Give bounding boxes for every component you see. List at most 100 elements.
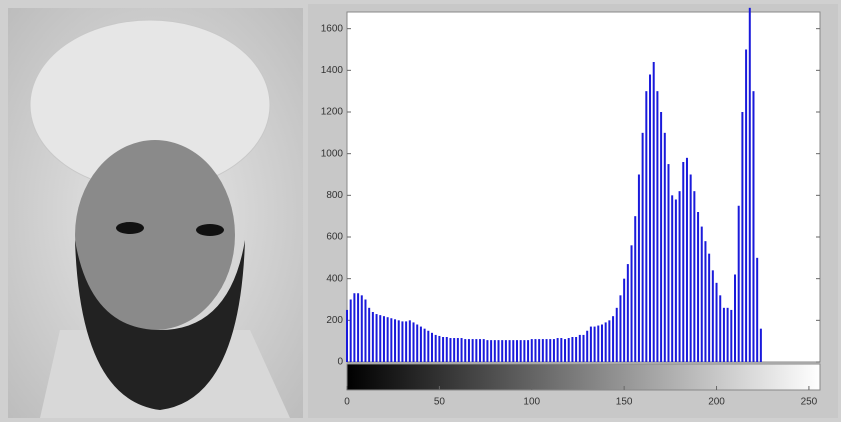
bar bbox=[541, 339, 544, 362]
bar bbox=[449, 338, 452, 362]
y-tick-label: 800 bbox=[326, 190, 343, 201]
bar bbox=[530, 339, 533, 362]
colorbar bbox=[346, 363, 821, 391]
bar bbox=[382, 316, 385, 362]
bar bbox=[515, 340, 518, 362]
eye bbox=[196, 224, 224, 236]
bar bbox=[619, 295, 622, 362]
bar bbox=[612, 316, 615, 362]
bar bbox=[427, 330, 430, 362]
bar bbox=[715, 282, 718, 362]
bar bbox=[726, 307, 729, 362]
bar bbox=[360, 295, 363, 362]
bar bbox=[368, 307, 371, 362]
bar bbox=[405, 321, 408, 362]
y-tick-label: 1400 bbox=[321, 65, 344, 76]
bar bbox=[722, 307, 725, 362]
y-tick-label: 600 bbox=[326, 232, 343, 243]
bar bbox=[674, 199, 677, 362]
y-tick-label: 200 bbox=[326, 315, 343, 326]
bar bbox=[375, 314, 378, 362]
bar bbox=[689, 174, 692, 362]
bar bbox=[486, 340, 489, 362]
bar bbox=[364, 299, 367, 362]
bar bbox=[397, 320, 400, 362]
bar bbox=[419, 326, 422, 362]
x-tick-label: 0 bbox=[344, 397, 350, 408]
bar bbox=[416, 324, 419, 362]
x-tick-label: 150 bbox=[616, 397, 633, 408]
bar bbox=[704, 241, 707, 362]
bar bbox=[423, 328, 426, 362]
bar bbox=[600, 324, 603, 362]
bar bbox=[493, 340, 496, 362]
y-tick-label: 1200 bbox=[321, 107, 344, 118]
x-tick-label: 250 bbox=[801, 397, 818, 408]
photo bbox=[8, 8, 303, 418]
bar bbox=[538, 339, 541, 362]
bar bbox=[349, 299, 352, 362]
bar bbox=[630, 245, 633, 362]
bar bbox=[693, 191, 696, 362]
bar bbox=[560, 338, 563, 362]
y-tick-label: 1600 bbox=[321, 23, 344, 34]
bar bbox=[597, 325, 600, 362]
bar bbox=[682, 162, 685, 362]
bar bbox=[353, 293, 356, 362]
bar bbox=[663, 132, 666, 362]
bar bbox=[523, 340, 526, 362]
bar bbox=[434, 334, 437, 362]
bar bbox=[460, 338, 463, 362]
bar bbox=[497, 340, 500, 362]
x-tick-label: 100 bbox=[523, 397, 540, 408]
bar bbox=[408, 320, 411, 362]
bar bbox=[412, 322, 415, 362]
bar bbox=[604, 322, 607, 362]
bar bbox=[401, 321, 404, 362]
bar bbox=[685, 157, 688, 362]
bar bbox=[589, 326, 592, 362]
bar bbox=[467, 339, 470, 362]
bar bbox=[734, 274, 737, 362]
face bbox=[75, 140, 235, 330]
bar bbox=[571, 337, 574, 362]
bar bbox=[475, 339, 478, 362]
bar bbox=[719, 295, 722, 362]
bar bbox=[534, 339, 537, 362]
bar bbox=[756, 257, 759, 362]
bar bbox=[552, 339, 555, 362]
bar bbox=[623, 278, 626, 362]
bar bbox=[586, 330, 589, 362]
x-tick-label: 200 bbox=[708, 397, 725, 408]
bar bbox=[608, 320, 611, 362]
bar bbox=[556, 338, 559, 362]
y-tick-label: 400 bbox=[326, 273, 343, 284]
bar bbox=[504, 340, 507, 362]
bar bbox=[453, 338, 456, 362]
bar bbox=[482, 339, 485, 362]
bar bbox=[471, 339, 474, 362]
beard bbox=[75, 240, 245, 410]
bar bbox=[519, 340, 522, 362]
bar bbox=[737, 205, 740, 362]
bar bbox=[697, 212, 700, 362]
bar bbox=[567, 338, 570, 362]
bar bbox=[711, 270, 714, 362]
bar bbox=[641, 132, 644, 362]
bar bbox=[545, 339, 548, 362]
bar bbox=[656, 91, 659, 363]
bar bbox=[386, 317, 389, 362]
bar bbox=[678, 191, 681, 362]
bar bbox=[379, 315, 382, 362]
bar bbox=[438, 335, 441, 362]
bar bbox=[667, 164, 670, 362]
bar bbox=[501, 340, 504, 362]
bar bbox=[645, 91, 648, 363]
bar bbox=[464, 339, 467, 362]
bar bbox=[357, 293, 360, 362]
bar bbox=[637, 174, 640, 362]
bar bbox=[748, 7, 751, 362]
bar bbox=[442, 337, 445, 362]
bar bbox=[445, 337, 448, 362]
bar bbox=[346, 309, 348, 362]
